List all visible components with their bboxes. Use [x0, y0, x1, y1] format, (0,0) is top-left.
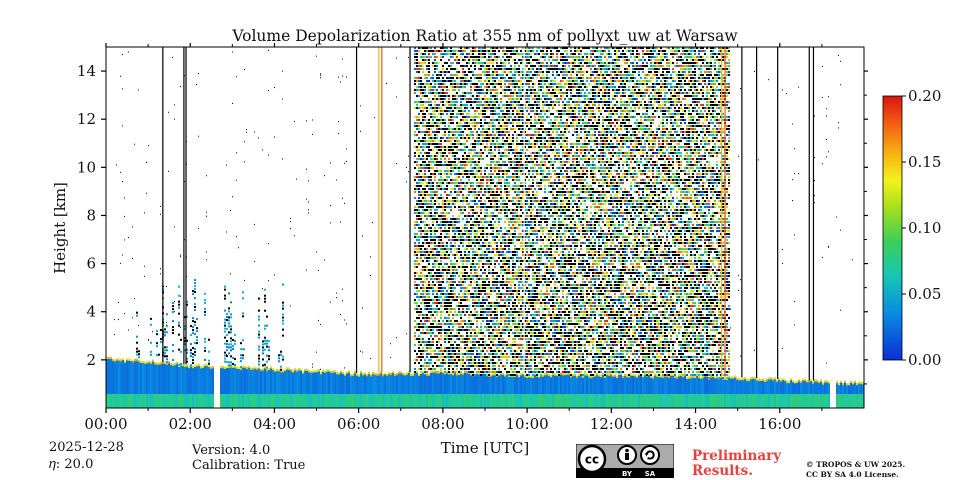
x-tick-label: 12:00 — [590, 415, 633, 433]
x-tick-label: 04:00 — [253, 415, 296, 433]
x-tick-label: 16:00 — [758, 415, 801, 433]
preliminary-results-label: Preliminary Results. — [692, 448, 782, 479]
colorbar-tick-label: 0.00 — [908, 351, 941, 369]
cc-icon: cc — [577, 444, 607, 474]
colorbar-tick-label: 0.05 — [908, 285, 941, 303]
calibration-label: Calibration: True — [192, 458, 306, 473]
y-axis-label: Height [km] — [51, 182, 69, 274]
axes-ticks: 00:00 02:00 04:00 06:00 08:00 10:00 12:00 14:00… — [77, 43, 868, 433]
y-tick-label: 14 — [77, 62, 96, 80]
by-icon — [617, 445, 637, 465]
y-tick-label: 2 — [86, 351, 96, 369]
colorbar-tick-label: 0.20 — [908, 87, 941, 105]
colorbar-tick-label: 0.10 — [908, 219, 941, 237]
x-tick-label: 14:00 — [674, 415, 717, 433]
chart-title: Volume Depolarization Ratio at 355 nm of… — [231, 27, 738, 45]
y-tick-label: 4 — [86, 303, 96, 321]
colorbar-gradient — [882, 95, 903, 361]
sa-icon — [640, 445, 660, 465]
eta-label: 𝜂: 20.0 — [49, 457, 94, 472]
plot-area — [106, 47, 864, 408]
colorbar-ticks: 0.00 0.05 0.10 0.15 0.20 — [902, 87, 941, 369]
x-tick-label: 00:00 — [84, 415, 127, 433]
x-tick-label: 10:00 — [505, 415, 548, 433]
colorbar: 0.00 0.05 0.10 0.15 0.20 — [882, 87, 941, 369]
date-label: 2025-12-28 — [49, 440, 124, 455]
x-tick-label: 06:00 — [337, 415, 380, 433]
version-label: Version: 4.0 — [192, 443, 271, 458]
y-tick-label: 8 — [86, 206, 96, 224]
heatmap-layer — [106, 47, 864, 408]
cc-license-badge: cc BY SA — [576, 444, 674, 478]
x-axis-label: Time [UTC] — [441, 439, 530, 457]
y-tick-label: 6 — [86, 255, 96, 273]
copyright-notice: © TROPOS & UW 2025. CC BY SA 4.0 License… — [806, 460, 906, 479]
x-tick-label: 08:00 — [421, 415, 464, 433]
colorbar-tick-label: 0.15 — [908, 153, 941, 171]
x-tick-label: 02:00 — [169, 415, 212, 433]
y-tick-label: 12 — [77, 110, 96, 128]
y-tick-label: 10 — [77, 158, 96, 176]
